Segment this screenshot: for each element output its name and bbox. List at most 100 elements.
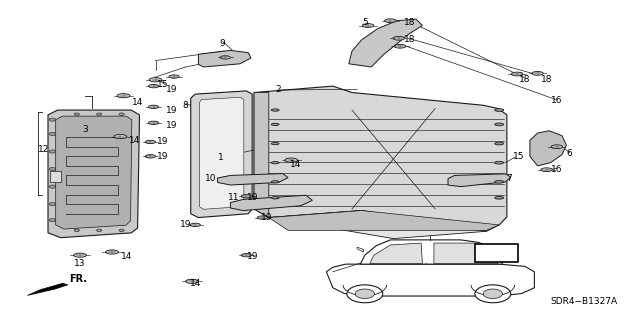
- Polygon shape: [448, 174, 511, 187]
- Polygon shape: [198, 50, 251, 67]
- Text: 10: 10: [205, 174, 217, 183]
- Text: 12: 12: [38, 145, 49, 154]
- Text: 19: 19: [180, 220, 191, 229]
- Ellipse shape: [148, 121, 159, 124]
- Bar: [475, 244, 518, 262]
- Text: 2: 2: [276, 85, 281, 94]
- Text: FR.: FR.: [69, 274, 87, 284]
- Ellipse shape: [362, 24, 374, 27]
- Ellipse shape: [495, 181, 504, 183]
- Ellipse shape: [97, 113, 102, 115]
- Ellipse shape: [271, 142, 279, 145]
- Ellipse shape: [220, 56, 230, 59]
- Ellipse shape: [355, 289, 374, 299]
- Polygon shape: [254, 93, 269, 218]
- Text: 19: 19: [166, 106, 177, 115]
- Polygon shape: [326, 264, 534, 296]
- Polygon shape: [349, 19, 422, 67]
- Ellipse shape: [49, 203, 56, 206]
- Ellipse shape: [74, 253, 86, 257]
- Ellipse shape: [145, 140, 156, 144]
- Ellipse shape: [271, 109, 279, 111]
- Ellipse shape: [241, 254, 252, 257]
- Text: 18: 18: [404, 35, 415, 44]
- Ellipse shape: [74, 229, 79, 232]
- Text: 13: 13: [74, 259, 86, 268]
- Ellipse shape: [117, 94, 130, 98]
- Ellipse shape: [551, 145, 563, 149]
- Text: 14: 14: [290, 160, 301, 169]
- Ellipse shape: [271, 197, 279, 199]
- Text: 14: 14: [132, 98, 143, 107]
- Text: 14: 14: [189, 279, 201, 288]
- Ellipse shape: [49, 150, 56, 153]
- Ellipse shape: [394, 44, 406, 48]
- Ellipse shape: [285, 158, 298, 162]
- Polygon shape: [218, 174, 288, 185]
- Ellipse shape: [475, 285, 511, 303]
- Polygon shape: [269, 211, 499, 230]
- Ellipse shape: [149, 78, 162, 82]
- Text: 14: 14: [121, 252, 132, 261]
- Text: SDR4−B1327A: SDR4−B1327A: [550, 297, 618, 306]
- Ellipse shape: [393, 36, 404, 40]
- Text: 19: 19: [157, 152, 169, 161]
- Polygon shape: [360, 240, 502, 264]
- Text: 11: 11: [228, 193, 239, 202]
- Ellipse shape: [495, 142, 504, 145]
- Ellipse shape: [119, 229, 124, 232]
- Ellipse shape: [483, 289, 502, 299]
- Polygon shape: [50, 171, 61, 182]
- Polygon shape: [357, 247, 364, 252]
- Polygon shape: [254, 86, 507, 231]
- Ellipse shape: [495, 123, 504, 126]
- Text: 5: 5: [362, 18, 367, 27]
- Ellipse shape: [385, 19, 396, 23]
- Ellipse shape: [257, 216, 268, 219]
- Polygon shape: [48, 110, 140, 238]
- Text: 9: 9: [220, 39, 225, 48]
- Text: 19: 19: [260, 213, 272, 222]
- Ellipse shape: [114, 135, 127, 138]
- Ellipse shape: [49, 219, 56, 222]
- Polygon shape: [200, 97, 244, 209]
- Ellipse shape: [532, 71, 543, 75]
- Ellipse shape: [190, 223, 200, 226]
- Ellipse shape: [511, 72, 523, 76]
- Text: 16: 16: [551, 96, 563, 105]
- Text: 19: 19: [247, 252, 259, 261]
- Polygon shape: [530, 131, 566, 166]
- Text: 19: 19: [166, 85, 177, 94]
- Ellipse shape: [74, 113, 79, 115]
- Text: 18: 18: [541, 75, 553, 84]
- Polygon shape: [191, 91, 252, 218]
- Ellipse shape: [49, 118, 56, 121]
- Ellipse shape: [347, 285, 383, 303]
- Text: 19: 19: [166, 121, 177, 130]
- Text: 15: 15: [513, 152, 524, 161]
- Ellipse shape: [495, 109, 504, 111]
- Polygon shape: [28, 283, 68, 295]
- Text: 15: 15: [157, 80, 169, 89]
- Ellipse shape: [119, 113, 124, 115]
- Text: 14: 14: [129, 136, 140, 145]
- Ellipse shape: [186, 279, 198, 284]
- Text: 1: 1: [218, 153, 223, 162]
- Ellipse shape: [241, 195, 252, 198]
- Text: 7: 7: [506, 174, 511, 183]
- Polygon shape: [434, 243, 498, 263]
- Ellipse shape: [49, 167, 56, 171]
- Polygon shape: [230, 195, 312, 211]
- Text: 19: 19: [247, 193, 259, 202]
- Text: 8: 8: [183, 101, 188, 110]
- Ellipse shape: [495, 161, 504, 164]
- Text: 18: 18: [404, 18, 415, 27]
- Ellipse shape: [145, 155, 156, 158]
- Ellipse shape: [495, 197, 504, 199]
- Ellipse shape: [271, 123, 279, 126]
- Ellipse shape: [97, 229, 102, 232]
- Text: 18: 18: [519, 75, 531, 84]
- Ellipse shape: [106, 250, 118, 254]
- Ellipse shape: [49, 132, 56, 136]
- Ellipse shape: [169, 75, 179, 78]
